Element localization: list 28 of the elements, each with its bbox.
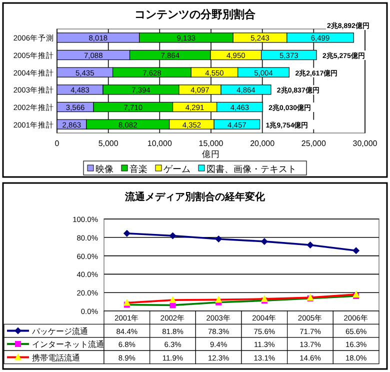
x-tick-label: 15,000: [198, 139, 224, 148]
legend-label: 携帯電話流通: [32, 353, 80, 362]
point: [352, 247, 360, 254]
x-tick-label: 5,000: [98, 139, 119, 148]
point: [123, 298, 130, 306]
x-tick-label: 30,000: [352, 139, 378, 148]
point: [260, 238, 268, 245]
legend-label: ゲーム: [164, 164, 190, 174]
point: [169, 232, 176, 240]
x-tick-label: 25,000: [301, 139, 326, 148]
point: [352, 290, 360, 298]
legend-label: 図書、画像・テキスト: [206, 164, 296, 174]
legend-label: 音楽: [130, 164, 148, 174]
point: [306, 242, 314, 249]
x-axis-title: 億円: [202, 149, 220, 159]
point: [169, 296, 176, 304]
x-tick-label: 20,000: [250, 139, 276, 148]
x-tick-label: 10,000: [147, 139, 172, 148]
point: [215, 296, 222, 303]
point: [215, 235, 222, 242]
point: [123, 230, 130, 237]
legend-label: インターネット流通: [32, 340, 104, 350]
x-tick-label: 0: [54, 139, 60, 148]
legend-label: 映像: [96, 164, 114, 174]
legend-label: パッケージ流通: [31, 326, 88, 336]
chart-title: コンテンツの分野別割合: [134, 8, 256, 21]
chart-title: 流通メディア別割合の経年変化: [124, 191, 266, 203]
point: [260, 294, 268, 302]
